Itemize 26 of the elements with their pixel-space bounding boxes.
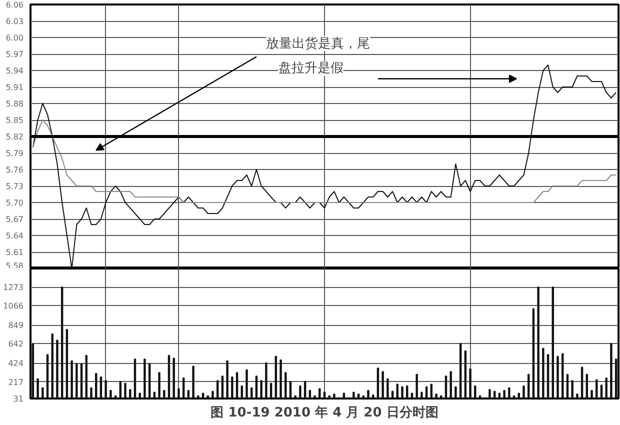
y-tick-label: 6.06: [6, 0, 24, 10]
y-tick-label: 6.00: [6, 34, 24, 42]
y-tick-label: 5.91: [6, 83, 24, 92]
y-tick-label: 5.97: [6, 50, 24, 59]
line-series: [32, 120, 617, 203]
y-tick-label: 5.61: [6, 248, 24, 257]
y-tick-label: 5.85: [6, 116, 24, 125]
annotation: 放量出货是真，尾盘拉升是假: [266, 36, 370, 76]
y-tick-label: 217: [8, 378, 24, 387]
y-tick-label: 5.79: [6, 149, 24, 158]
y-tick-label: 5.73: [6, 182, 24, 191]
y-tick-label: 5.67: [6, 215, 24, 224]
y-tick-label: 5.94: [6, 66, 24, 76]
y-tick-label: 642: [8, 340, 24, 349]
y-tick-label: 1273: [3, 283, 24, 292]
y-tick-label: 5.64: [6, 232, 24, 240]
y-tick-label: 5.70: [6, 198, 24, 208]
y-tick-label: 849: [8, 321, 24, 330]
y-tick-label: 5.76: [6, 166, 24, 174]
y-tick-label: 424: [8, 359, 24, 368]
y-tick-label: 5.82: [6, 132, 24, 142]
y-tick-label: 6.03: [6, 17, 24, 26]
y-tick-label: 5.88: [6, 100, 24, 108]
y-tick-label: 31: [13, 394, 24, 404]
y-tick-label: 1066: [3, 302, 24, 311]
text: 图 10-19 2010 年 4 月 20 日分时图: [210, 406, 438, 420]
